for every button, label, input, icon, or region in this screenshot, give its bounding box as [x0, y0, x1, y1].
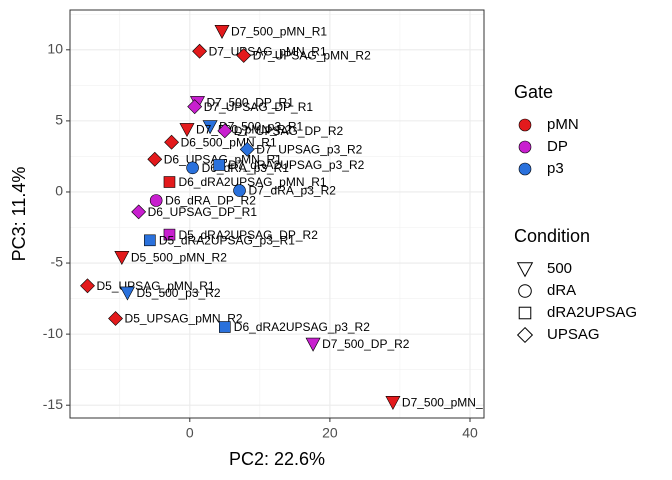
marker [518, 140, 532, 154]
grid [70, 10, 484, 418]
x-tick-label: 20 [322, 425, 338, 441]
point-label: D5_UPSAG_pMN_R2 [125, 312, 243, 326]
point [114, 251, 130, 265]
legend-label: p3 [547, 160, 564, 177]
marker [518, 162, 532, 176]
y-tick-label: 10 [47, 41, 63, 57]
marker [518, 118, 532, 132]
point [217, 123, 233, 139]
point-label: D5_dRA2UPSAG_p3_R1 [159, 233, 295, 247]
point-label: D7_dRA_p3_R2 [249, 184, 337, 198]
marker [518, 306, 532, 320]
point [163, 176, 176, 188]
y-tick-label: -10 [43, 325, 63, 341]
legend-label: 500 [547, 260, 572, 277]
point [213, 159, 226, 171]
x-axis-title: PC2: 22.6% [229, 449, 325, 469]
y-tick-label: 5 [55, 112, 63, 128]
point [219, 321, 231, 333]
point-label: D7_500_DP_R1 [206, 96, 294, 110]
y-axis-title: PC3: 11.4% [9, 167, 29, 262]
point-label: D7_UPSAG_DP_R1 [204, 100, 314, 114]
point [239, 141, 255, 157]
point-label: D6_dRA2UPSAG_p3_R2 [234, 320, 370, 334]
legend-title: Condition [514, 226, 590, 246]
point-label: D6_UPSAG_DP_R1 [148, 205, 258, 219]
x-tick-label: 0 [186, 425, 194, 441]
marker [518, 284, 532, 298]
point-label: D5_dRA2UPSAG_DP_R2 [178, 228, 318, 242]
point-label: D7_UPSAG_DP_R2 [234, 124, 344, 138]
legend-label: dRA2UPSAG [547, 304, 637, 321]
point-label: D7_dRA2UPSAG_p3_R2 [228, 158, 364, 172]
point-label: D6_dRA_DP_R2 [165, 194, 256, 208]
point-label: D7_500_pMN_R3 [402, 396, 498, 410]
point [163, 228, 176, 241]
legend-label: dRA [547, 282, 576, 299]
point [305, 337, 321, 352]
legend-label: pMN [547, 116, 579, 133]
marker [516, 262, 534, 278]
y-tick-label: -5 [51, 254, 64, 270]
point [187, 99, 203, 115]
legend: Gate pMN DP p3 Condition 500 dRA dRA2UPSAG UPSAG [514, 82, 637, 344]
point [186, 161, 199, 175]
point-label: D6_dRA2UPSAG_pMN_R1 [178, 175, 326, 189]
point [147, 151, 163, 167]
legend-label: UPSAG [547, 326, 600, 343]
marks: D7_500_pMN_R1D7_UPSAG_pMN_R1D7_UPSAG_pMN… [80, 24, 498, 410]
point-label: D5_500_p3_R2 [136, 286, 220, 300]
marker [516, 326, 534, 344]
point [149, 194, 163, 207]
y-tick-label: -15 [43, 396, 63, 412]
point [119, 286, 135, 301]
legend-label: DP [547, 138, 568, 155]
point-label: D7_500_p3_R1 [219, 120, 303, 134]
point [214, 25, 230, 39]
point [233, 184, 246, 197]
point [131, 204, 147, 220]
point-label: D7_UPSAG_pMN_R2 [253, 49, 371, 63]
point [144, 234, 156, 247]
point-label: D7_500_pMN_R1 [231, 24, 327, 38]
y-tick-label: 0 [55, 183, 63, 199]
legend-title: Gate [514, 82, 553, 102]
panel-border [69, 9, 485, 419]
point [202, 120, 218, 135]
point [192, 43, 208, 59]
point-label: D7_UPSAG_p3_R2 [256, 142, 362, 156]
point [164, 134, 179, 150]
point-label: D5_500_pMN_R2 [131, 251, 227, 265]
point [385, 396, 401, 410]
point [179, 123, 195, 138]
point-label: D7_500_DP_R2 [322, 337, 410, 351]
point-label: D6_500_pMN_R1 [181, 135, 277, 149]
panel [70, 10, 484, 418]
point [236, 48, 252, 63]
x-tick-label: 40 [462, 425, 478, 441]
point [108, 311, 123, 326]
point [80, 278, 95, 294]
